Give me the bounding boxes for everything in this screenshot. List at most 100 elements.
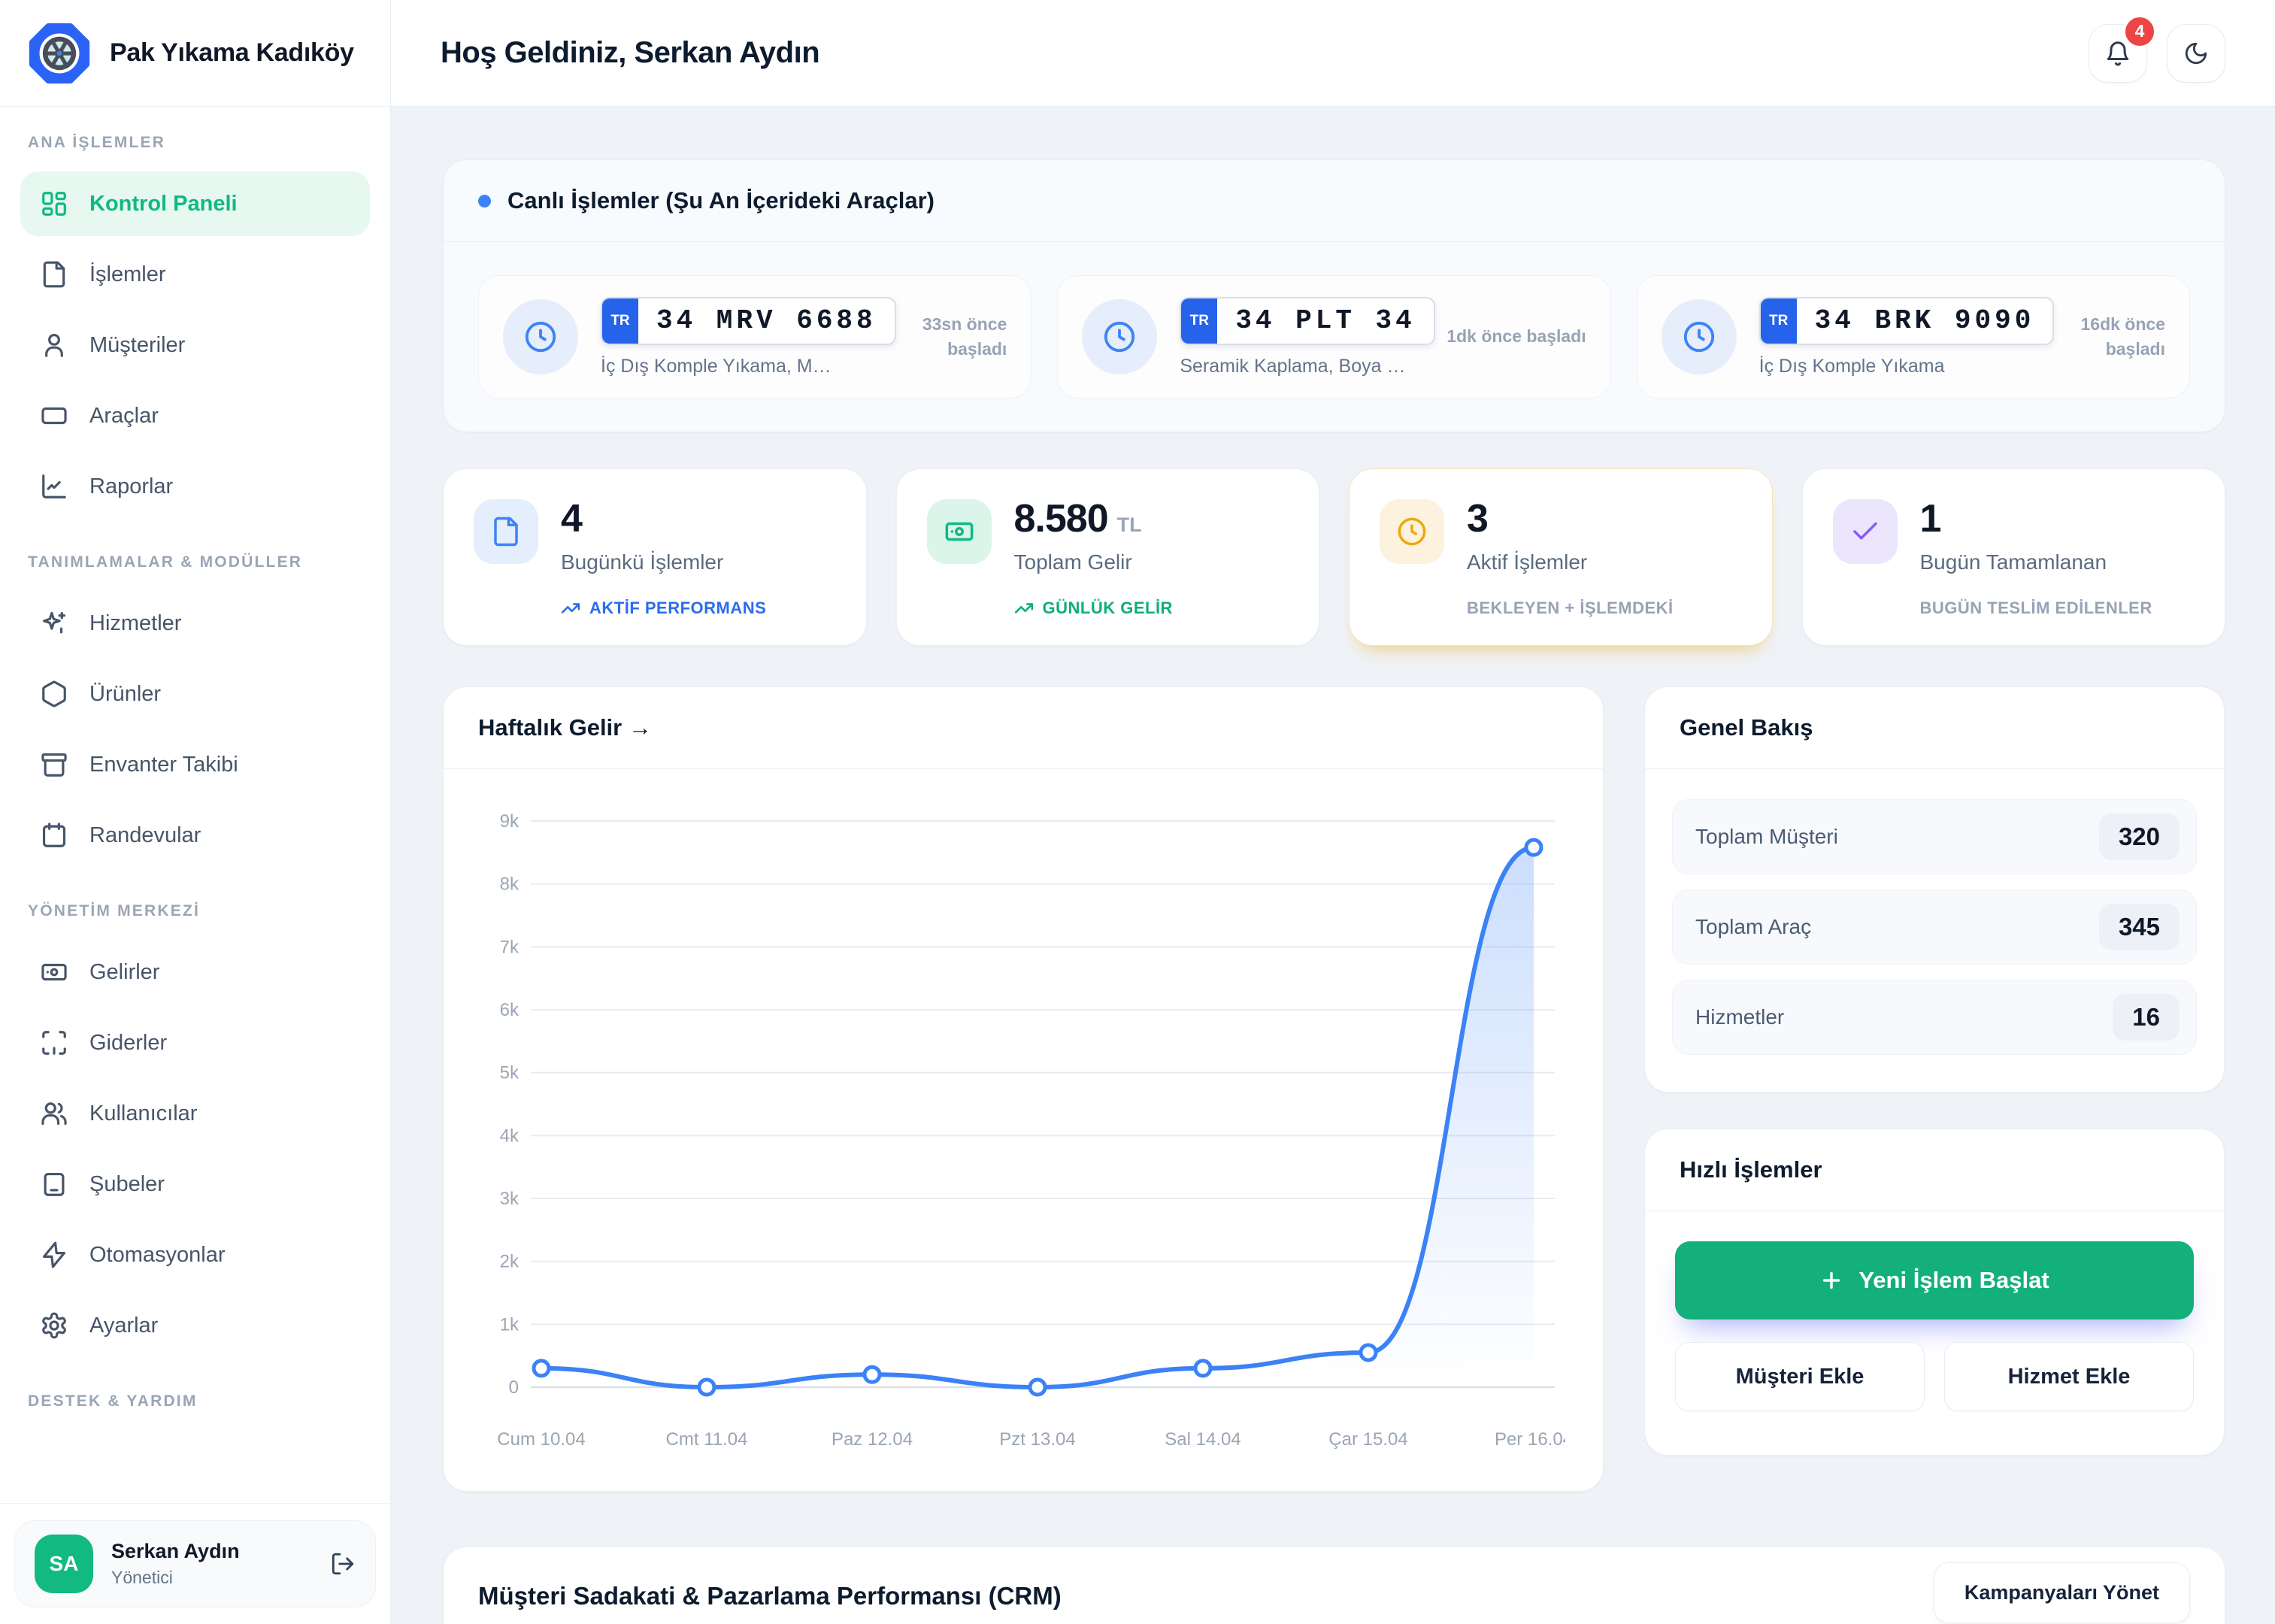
plate-number: 34 BRK 9090 [1814, 305, 2035, 336]
nav-section-label: TANIMLAMALAR & MODÜLLER [28, 553, 303, 571]
clock-badge [503, 299, 578, 374]
dark-mode-button[interactable] [2167, 23, 2225, 83]
svg-text:7k: 7k [500, 937, 520, 957]
sidebar-item-kontrol-paneli[interactable]: Kontrol Paneli [20, 171, 370, 236]
sidebar-item-label: Ayarlar [89, 1313, 159, 1338]
plate-country-badge: TR [1760, 298, 1797, 344]
stat-card-bug-nk-i-lemler: 4 Bugünkü İşlemler AKTİF PERFORMANS [443, 468, 867, 646]
quick-secondary-row: Müşteri Ekle Hizmet Ekle [1675, 1342, 2194, 1411]
stat-icon-badge [474, 499, 538, 564]
user-icon [45, 333, 63, 357]
zap-icon [42, 1241, 66, 1268]
vehicle-info: TR 34 PLT 34 Seramik Kaplama, Boya Koruma … [1180, 296, 1435, 377]
add-service-button[interactable]: Hizmet Ekle [1944, 1342, 2194, 1411]
sidebar-item-r-nler[interactable]: Ürünler [20, 662, 370, 726]
license-plate: TR 34 BRK 9090 [1759, 296, 2055, 345]
clock-badge [1661, 299, 1737, 374]
right-column: Genel Bakış Toplam Müşteri 320 Toplam Araç… [1644, 686, 2225, 1492]
weekly-revenue-chart: 9k 8k 7k 6k 5k 4k 3k 2k 1k 0 Cum 10.04 Cmt 11.04 Paz… [444, 769, 1603, 1491]
user-role: Yönetici [111, 1568, 173, 1587]
stat-footer: BUGÜN TESLİM EDİLENLER [1919, 598, 2152, 617]
clock-icon [1683, 321, 1714, 353]
vehicle-services: Seramik Kaplama, Boya Koruma (P... [1180, 355, 1416, 377]
sidebar-item-ara-lar[interactable]: Araçlar [20, 383, 370, 448]
user-card[interactable]: SA Serkan Aydın Yönetici [14, 1520, 376, 1607]
manage-campaigns-button[interactable]: Kampanyaları Yönet [1933, 1562, 2190, 1623]
clock-icon [525, 321, 556, 353]
sidebar-item-gelirler[interactable]: Gelirler [20, 940, 370, 1004]
stat-card-toplam-gelir: 8.580 TL Toplam Gelir GÜNLÜK GELİR [895, 468, 1319, 646]
nav-section-label: YÖNETİM MERKEZİ [28, 902, 201, 920]
avatar: SA [35, 1535, 93, 1593]
stat-value: 4 [561, 497, 583, 541]
nav-section-label: ANA İŞLEMLER [28, 134, 166, 151]
sidebar-item-envanter-takibi[interactable]: Envanter Takibi [20, 732, 370, 797]
sidebar-item-label: Araçlar [89, 403, 159, 428]
weekly-revenue-title[interactable]: Haftalık Gelir → [444, 687, 1603, 769]
line-chart-svg: 9k 8k 7k 6k 5k 4k 3k 2k 1k 0 Cum 10.04 Cmt 11.04 Paz… [497, 811, 1565, 1450]
live-vehicle-card[interactable]: TR 34 BRK 9090 İç Dış Komple Yıkama 16dk ön… [1636, 275, 2190, 398]
stat-label: Bugün Tamamlanan [1919, 550, 2107, 574]
quick-actions-body: Yeni İşlem Başlat Müşteri Ekle Hizmet Ek… [1645, 1211, 2224, 1441]
sidebar-item-label: Kullanıcılar [89, 1101, 198, 1126]
sidebar-item-label: İşlemler [89, 262, 166, 286]
sidebar-item-label: Raporlar [89, 474, 174, 498]
topbar: Hoş Geldiniz, Serkan Aydın 4 [391, 0, 2275, 107]
scan-icon [42, 1031, 66, 1055]
settings-icon [42, 1312, 66, 1339]
sidebar-item-ayarlar[interactable]: Ayarlar [20, 1293, 370, 1358]
user-name: Serkan Aydın [111, 1540, 240, 1562]
log-out-icon [332, 1553, 354, 1575]
live-vehicle-card[interactable]: TR 34 PLT 34 Seramik Kaplama, Boya Koruma … [1057, 275, 1611, 398]
sidebar-item-randevular[interactable]: Randevular [20, 803, 370, 868]
sidebar-item-kullan-c-lar[interactable]: Kullanıcılar [20, 1081, 370, 1146]
vehicle-info: TR 34 MRV 6688 İç Dış Komple Yıkama, Motor… [601, 296, 896, 377]
bell-icon [2107, 41, 2129, 65]
wheel-logo-icon [29, 23, 90, 83]
notification-badge: 4 [2123, 14, 2156, 48]
crm-title: Müşteri Sadakati & Pazarlama Performansı… [478, 1582, 1062, 1610]
license-plate: TR 34 MRV 6688 [601, 296, 896, 345]
overview-title: Genel Bakış [1645, 687, 2224, 769]
overview-value: 16 [2113, 994, 2180, 1041]
sidebar-footer: SA Serkan Aydın Yönetici [0, 1503, 390, 1624]
chart-line-icon [42, 474, 66, 498]
sidebar-item-hizmetler[interactable]: Hizmetler [20, 591, 370, 656]
sidebar-item-otomasyonlar[interactable]: Otomasyonlar [20, 1223, 370, 1287]
nav-section-label: DESTEK & YARDIM [28, 1392, 198, 1410]
live-vehicle-card[interactable]: TR 34 MRV 6688 İç Dış Komple Yıkama, Motor… [478, 275, 1032, 398]
plus-icon [1819, 1268, 1843, 1292]
sidebar-item-label: Şubeler [89, 1171, 165, 1196]
stat-card-bug-n-tamamlanan: 1 Bugün Tamamlanan BUGÜN TESLİM EDİLENLER [1801, 468, 2225, 646]
sidebar-item-raporlar[interactable]: Raporlar [20, 454, 370, 519]
stat-value: 8.580 TL [1013, 497, 1142, 541]
overview-label: Toplam Müşteri [1695, 825, 1838, 848]
stat-value: 3 [1467, 497, 1489, 541]
new-operation-button[interactable]: Yeni İşlem Başlat [1675, 1241, 2194, 1320]
logout-button[interactable] [330, 1551, 356, 1577]
notifications-button[interactable]: 4 [2089, 14, 2156, 83]
plate-number: 34 MRV 6688 [656, 305, 877, 336]
banknote-icon [945, 522, 973, 541]
sidebar-item-i-lemler[interactable]: İşlemler [20, 242, 370, 307]
svg-text:Cmt 11.04: Cmt 11.04 [666, 1429, 748, 1450]
svg-text:3k: 3k [500, 1189, 520, 1209]
sidebar-item-label: Kontrol Paneli [89, 191, 238, 216]
sidebar-item-ubeler[interactable]: Şubeler [20, 1152, 370, 1216]
dashboard-grid: Haftalık Gelir → 9k 8k 7k 6k 5k 4k 3k 2k 1k 0 Cum … [443, 686, 2225, 1492]
svg-text:5k: 5k [500, 1063, 520, 1083]
main-area: Hoş Geldiniz, Serkan Aydın 4 Canlı İşlem… [391, 0, 2275, 1624]
plus-icon [1823, 1271, 1840, 1289]
svg-text:Çar 15.04: Çar 15.04 [1328, 1429, 1407, 1450]
clock-badge [1082, 299, 1158, 374]
plate-country-badge: TR [1181, 298, 1218, 344]
sidebar-item-m-teriler[interactable]: Müşteriler [20, 313, 370, 377]
stat-footer: AKTİF PERFORMANS [561, 598, 836, 618]
stat-label: Aktif İşlemler [1467, 550, 1588, 574]
stat-icon-badge [1380, 499, 1444, 564]
sidebar-item-giderler[interactable]: Giderler [20, 1010, 370, 1075]
svg-text:2k: 2k [500, 1252, 520, 1272]
add-customer-button[interactable]: Müşteri Ekle [1675, 1342, 1925, 1411]
calendar-icon [42, 823, 66, 847]
clock-icon [1104, 321, 1135, 353]
